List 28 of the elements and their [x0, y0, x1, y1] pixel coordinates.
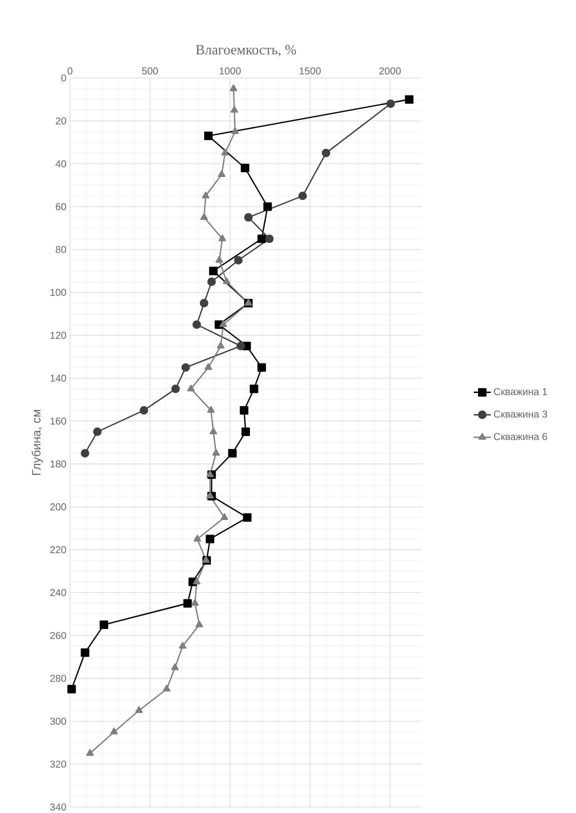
y-tick-label: 280	[50, 674, 66, 682]
legend-label: Скважина 6	[494, 433, 548, 440]
y-tick-label: 220	[50, 546, 66, 554]
y-tick-label: 20	[56, 117, 66, 124]
x-tick-label: 0	[68, 67, 72, 74]
y-tick-label: 260	[50, 632, 66, 640]
x-axis-title: Влагоемкость, %	[196, 45, 296, 56]
y-tick-label: 180	[50, 460, 66, 468]
y-tick-label: 200	[50, 503, 66, 510]
x-tick-label: 2000	[379, 67, 401, 74]
x-tick-label: 500	[142, 67, 158, 74]
legend-label: Скважина 1	[494, 388, 548, 396]
y-tick-label: 240	[50, 589, 66, 596]
y-tick-label: 0	[61, 74, 66, 82]
y-tick-label: 320	[50, 760, 66, 768]
y-tick-label: 160	[50, 418, 66, 425]
y-tick-label: 120	[50, 332, 66, 339]
y-tick-label: 100	[50, 288, 66, 296]
y-tick-label: 300	[50, 718, 66, 725]
y-tick-label: 60	[56, 203, 66, 210]
legend-label: Скважина 3	[494, 410, 548, 418]
y-tick-label: 80	[56, 246, 66, 254]
y-tick-label: 140	[50, 374, 66, 382]
y-axis-title: Глубина, см	[32, 410, 43, 475]
x-tick-label: 1500	[300, 67, 321, 74]
y-tick-label: 340	[50, 803, 66, 811]
x-tick-label: 1000	[220, 67, 241, 74]
y-tick-label: 40	[56, 160, 66, 168]
